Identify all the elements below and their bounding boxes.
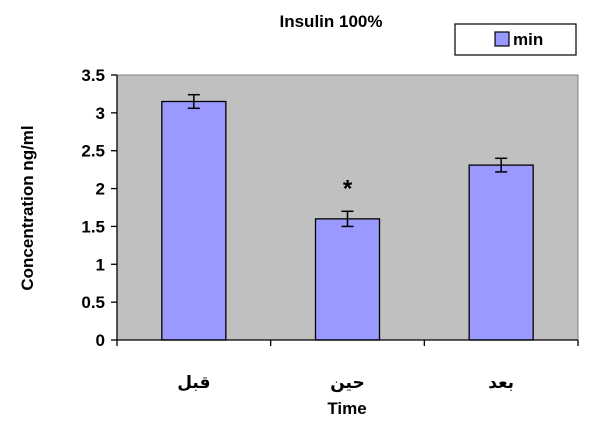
y-tick-label: 2 [96, 180, 105, 199]
y-axis: 0 0.5 1 1.5 2 2.5 3 3.5 [81, 66, 118, 350]
annotations-group: * [343, 175, 353, 202]
significance-marker: * [343, 175, 353, 202]
y-axis-label: Concentration ng/ml [18, 125, 37, 290]
x-tick-label: قبل [177, 373, 210, 393]
bar [468, 164, 534, 341]
legend: min [454, 23, 577, 56]
bar [314, 218, 381, 341]
x-axis-label: Time [327, 399, 366, 418]
x-axis: قبل حين بعد [116, 339, 579, 393]
x-tick-label: بعد [488, 373, 514, 393]
bar [161, 100, 227, 341]
x-tick-label: حين [330, 373, 365, 393]
y-tick-label: 3 [96, 104, 105, 123]
y-tick-label: 0.5 [81, 293, 105, 312]
y-tick-label: 2.5 [81, 142, 105, 161]
legend-label: min [513, 30, 543, 49]
y-tick-label: 0 [96, 331, 105, 350]
legend-box [454, 23, 577, 56]
y-tick-label: 1 [96, 255, 105, 274]
error-bars-group [187, 93, 508, 228]
y-tick-label: 1.5 [81, 217, 105, 236]
legend-swatch [494, 31, 510, 47]
chart-title: Insulin 100% [280, 12, 383, 31]
y-tick-label: 3.5 [81, 66, 105, 85]
